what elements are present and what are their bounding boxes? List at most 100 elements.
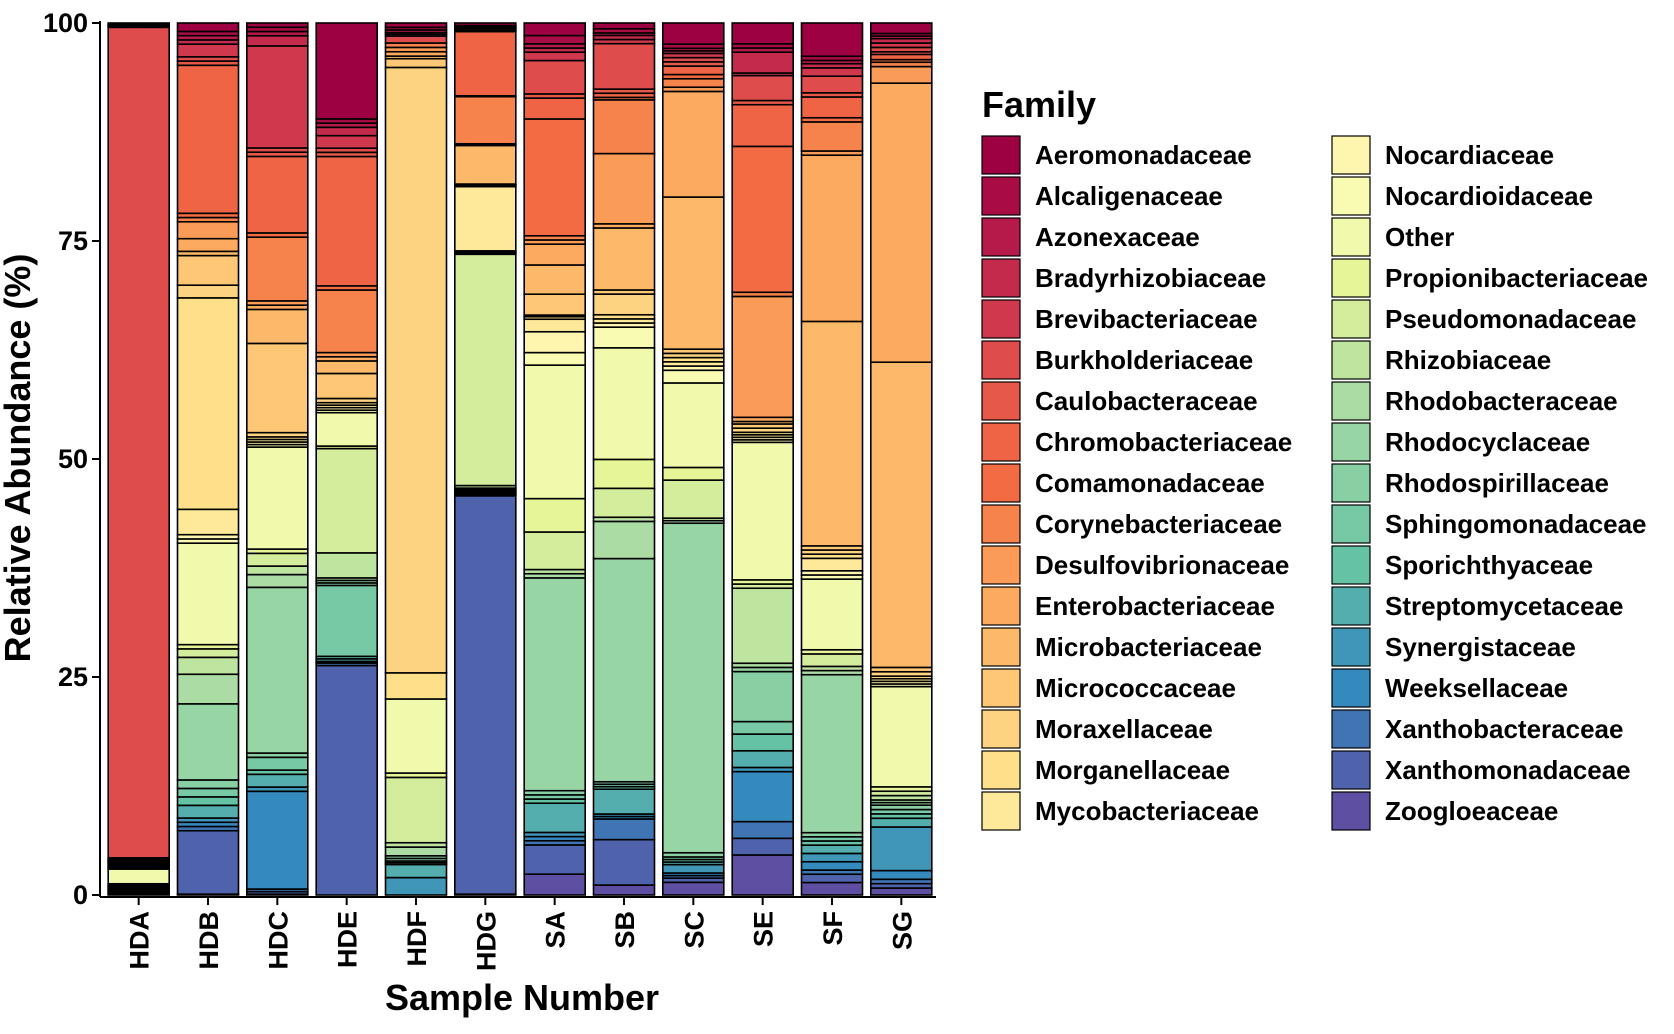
bar-segment-SF-Zoogloeaceae bbox=[800, 881, 864, 896]
bar-segment-HDG-Chromobacteriaceae bbox=[453, 30, 517, 97]
bar-segment-HDF-Pseudomonadaceae bbox=[384, 776, 448, 844]
bar-segment-SB-Aeromonadaceae bbox=[592, 22, 656, 30]
legend-swatch bbox=[981, 299, 1021, 339]
bar-segment-SF-Synergistaceae bbox=[800, 852, 864, 863]
bar-segment-SE-Desulfovibrionaceae bbox=[731, 295, 795, 419]
bar-SG bbox=[869, 22, 933, 896]
bar-segment-SB-Pseudomonadaceae bbox=[592, 487, 656, 519]
legend-label: Microbacteriaceae bbox=[1035, 632, 1262, 662]
x-tick-label: SE bbox=[749, 911, 779, 947]
bar-segment-HDB-Aeromonadaceae bbox=[176, 22, 240, 33]
legend-label: Streptomycetaceae bbox=[1385, 591, 1623, 621]
bar-segment-SA-Enterobacteriaceae bbox=[523, 243, 587, 266]
bar-segment-SG-Streptomycetaceae bbox=[869, 817, 933, 828]
legend-swatch bbox=[981, 176, 1021, 216]
bar-SC bbox=[661, 22, 725, 896]
bar-segment-SB-Xanthobacteraceae bbox=[592, 818, 656, 841]
legend-title: Family bbox=[982, 84, 1096, 125]
x-tick-label: SG bbox=[887, 911, 917, 950]
bar-segment-SF-Streptomycetaceae bbox=[800, 844, 864, 855]
bar-segment-SB-Rhodocyclaceae bbox=[592, 557, 656, 783]
legend-swatch bbox=[981, 504, 1021, 544]
legend-label: Synergistaceae bbox=[1385, 632, 1576, 662]
bar-segment-HDB-Sphingomonadaceae bbox=[176, 787, 240, 798]
bar-segment-HDG-Microbacteriaceae bbox=[453, 144, 517, 185]
x-tick-label: HDG bbox=[471, 911, 501, 971]
legend-swatch bbox=[1331, 258, 1371, 298]
bar-segment-SA-Alcaligenaceae bbox=[523, 34, 587, 45]
legend-label: Zoogloeaceae bbox=[1385, 796, 1558, 826]
legend-item: Bradyrhizobiaceae bbox=[981, 258, 1266, 298]
bar-segment-HDC-Chromobacteriaceae bbox=[246, 155, 309, 234]
legend-label: Bradyrhizobiaceae bbox=[1035, 263, 1266, 293]
legend-swatch bbox=[1331, 750, 1371, 790]
bar-segment-SE-Streptomycetaceae bbox=[731, 749, 795, 769]
legend-swatch bbox=[981, 258, 1021, 298]
bar-segment-HDB-Micrococcaceae bbox=[176, 254, 240, 286]
bar-segment-SA-Comamonadaceae bbox=[523, 118, 587, 237]
y-tick-label: 25 bbox=[58, 662, 88, 692]
plot-area bbox=[107, 22, 933, 896]
bar-segment-HDC-Other bbox=[246, 446, 309, 550]
legend-label: Desulfovibrionaceae bbox=[1035, 550, 1289, 580]
bar-segment-HDE-Sphingomonadaceae bbox=[315, 584, 379, 658]
bar-segment-HDB-Moraxellaceae bbox=[176, 284, 240, 299]
y-axis: 0 25 50 75 100 bbox=[43, 8, 101, 910]
legend-item: Microbacteriaceae bbox=[981, 627, 1262, 667]
bar-segment-HDB-Desulfovibrionaceae bbox=[176, 220, 240, 240]
legend-item: Rhodobacteraceae bbox=[1331, 381, 1618, 421]
legend-swatch bbox=[1331, 176, 1371, 216]
legend-item: Mycobacteriaceae bbox=[981, 791, 1259, 831]
bar-SA bbox=[523, 22, 587, 896]
bar-segment-HDE-Rhizobiaceae bbox=[315, 552, 379, 579]
bar-segment-SE-Xanthobacteraceae bbox=[731, 820, 795, 840]
bar-segment-HDG-Xanthomonadaceae bbox=[453, 495, 517, 895]
bar-segment-HDG-Pseudomonadaceae bbox=[453, 253, 517, 487]
legend-label: Other bbox=[1385, 222, 1454, 252]
bar-segment-HDC-Sphingomonadaceae bbox=[246, 756, 309, 771]
bar-segment-SB-Streptomycetaceae bbox=[592, 788, 656, 815]
bar-HDA bbox=[107, 22, 170, 896]
legend-item: Synergistaceae bbox=[1331, 627, 1576, 667]
bar-segment-SG-Zoogloeaceae bbox=[869, 887, 933, 896]
bar-segment-SA-Burkholderiaceae bbox=[523, 59, 587, 95]
y-tick-label: 0 bbox=[73, 880, 88, 910]
legend-swatch bbox=[981, 709, 1021, 749]
x-tick-label: HDE bbox=[333, 911, 363, 968]
x-tick-label: SA bbox=[541, 911, 571, 949]
bar-segment-SE-Comamonadaceae bbox=[731, 145, 795, 294]
bar-segment-HDE-Micrococcaceae bbox=[315, 372, 379, 400]
bar-segment-SE-Other bbox=[731, 441, 795, 581]
legend-label: Morganellaceae bbox=[1035, 755, 1230, 785]
bar-segment-SA-Brevibacteriaceae bbox=[523, 51, 587, 62]
legend-swatch bbox=[981, 135, 1021, 175]
bar-segment-HDF-Synergistaceae bbox=[384, 876, 448, 896]
legend-swatch bbox=[1331, 217, 1371, 257]
x-tick-label: HDA bbox=[125, 911, 155, 970]
legend-item: Pseudomonadaceae bbox=[1331, 299, 1636, 339]
legend-label: Moraxellaceae bbox=[1035, 714, 1213, 744]
legend-item: Morganellaceae bbox=[981, 750, 1230, 790]
legend-label: Nocardioidaceae bbox=[1385, 181, 1593, 211]
bar-segment-HDF-Morganellaceae bbox=[384, 672, 448, 700]
bar-segment-SB-Rhodobacteraceae bbox=[592, 520, 656, 560]
bar-segment-HDG-Corynebacteriaceae bbox=[453, 95, 517, 145]
legend-item: Moraxellaceae bbox=[981, 709, 1213, 749]
legend-label: Micrococcaceae bbox=[1035, 673, 1236, 703]
bar-segment-SF-Corynebacteriaceae bbox=[800, 121, 864, 152]
legend-label: Sporichthyaceae bbox=[1385, 550, 1593, 580]
legend-swatch bbox=[1331, 627, 1371, 667]
bar-segment-HDA-Other bbox=[107, 868, 170, 885]
bar-SE bbox=[731, 22, 795, 896]
bar-segment-HDC-Corynebacteriaceae bbox=[246, 236, 309, 302]
bar-segment-HDC-Aeromonadaceae bbox=[246, 22, 309, 29]
bar-segment-HDG-Mycobacteriaceae bbox=[453, 185, 517, 252]
bar-segment-HDB-Enterobacteriaceae bbox=[176, 237, 240, 253]
bar-segment-SC-Enterobacteriaceae bbox=[661, 90, 725, 198]
y-tick-label: 100 bbox=[43, 8, 88, 38]
bar-segment-HDB-Streptomycetaceae bbox=[176, 804, 240, 819]
legend-label: Sphingomonadaceae bbox=[1385, 509, 1647, 539]
legend-item: Rhizobiaceae bbox=[1331, 340, 1551, 380]
bar-segment-SE-Rhizobiaceae bbox=[731, 587, 795, 665]
x-axis: HDA HDB HDC HDE HDF HDG SA SB SC SE SF SG bbox=[100, 896, 936, 971]
